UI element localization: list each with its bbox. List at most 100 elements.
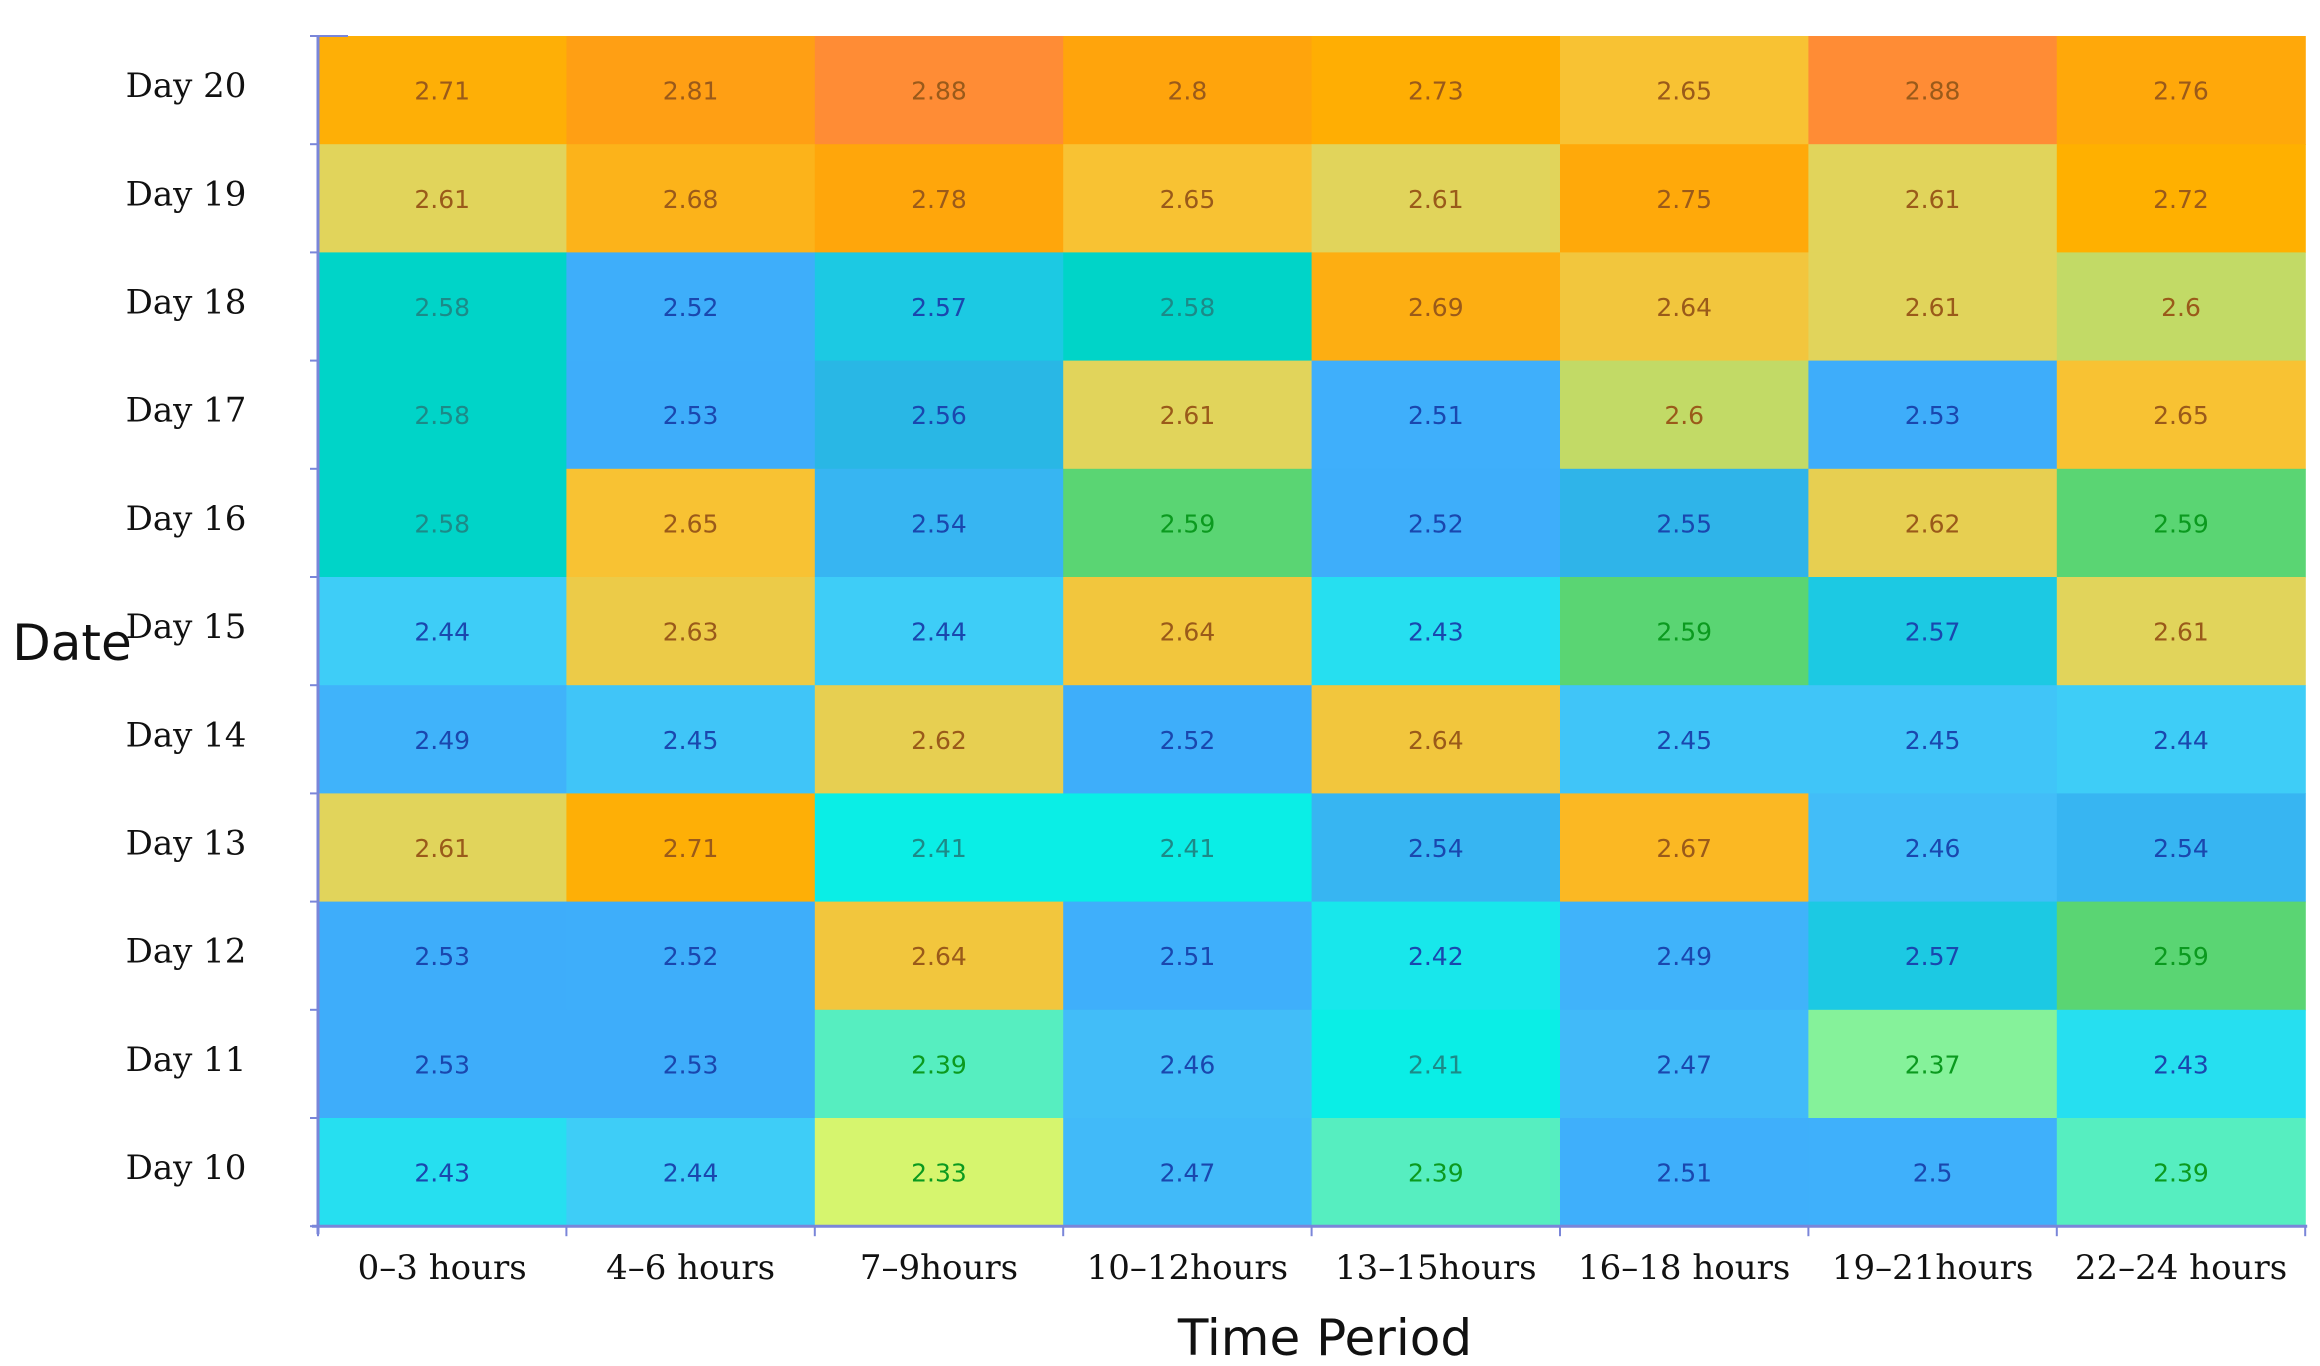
cell-value-label: 2.47 xyxy=(1656,1050,1712,1079)
heatmap-cell xyxy=(318,577,567,686)
row-label: Day 18 xyxy=(126,283,247,323)
heatmap-cell xyxy=(318,901,567,1011)
cell-value-label: 2.57 xyxy=(1905,618,1961,647)
heatmap-cell xyxy=(2056,468,2306,578)
heatmap-cell xyxy=(1808,1118,2058,1227)
column-label: 4–6 hours xyxy=(606,1248,775,1288)
heatmap-cell xyxy=(814,144,1064,253)
cell-value-label: 2.76 xyxy=(2153,77,2209,106)
row-label: Day 17 xyxy=(126,391,247,431)
cell-value-label: 2.64 xyxy=(1656,293,1712,322)
cell-value-label: 2.52 xyxy=(1408,509,1464,538)
cell-value-label: 2.61 xyxy=(2153,618,2209,647)
column-label: 13–15hours xyxy=(1335,1248,1537,1288)
cell-value-label: 2.73 xyxy=(1408,77,1464,106)
cell-value-label: 2.57 xyxy=(911,293,967,322)
cell-value-label: 2.64 xyxy=(911,942,967,971)
cell-value-label: 2.75 xyxy=(1656,185,1712,214)
cell-value-label: 2.69 xyxy=(1408,293,1464,322)
heatmap-cell xyxy=(1808,685,2058,794)
cell-value-label: 2.57 xyxy=(1905,942,1961,971)
row-label: Day 20 xyxy=(126,66,247,106)
heatmap-cell xyxy=(318,468,567,578)
cell-value-label: 2.65 xyxy=(663,509,719,538)
cell-value-label: 2.53 xyxy=(663,1050,719,1079)
row-label: Day 11 xyxy=(126,1040,247,1080)
row-label: Day 15 xyxy=(126,607,247,647)
cell-value-label: 2.45 xyxy=(1656,726,1712,755)
heatmap-cell xyxy=(1063,36,1313,145)
heatmap-cell xyxy=(2056,1118,2306,1227)
column-label: 0–3 hours xyxy=(358,1248,527,1288)
heatmap-cell xyxy=(1560,252,1809,362)
heatmap-cell xyxy=(1311,252,1561,362)
heatmap-cell xyxy=(1311,793,1561,903)
cell-value-label: 2.54 xyxy=(2153,834,2209,863)
cell-value-label: 2.62 xyxy=(911,726,967,755)
heatmap-cells: 2.71 2.81 2.88 2.8 2.73 2.65 2.88 2.76 2.61 2.68 2… xyxy=(318,36,2306,1227)
cell-value-label: 2.49 xyxy=(414,726,470,755)
cell-value-label: 2.6 xyxy=(2161,293,2201,322)
heatmap-cell xyxy=(1311,36,1561,145)
heatmap-cell xyxy=(1808,360,2058,470)
cell-value-label: 2.81 xyxy=(663,77,719,106)
cell-value-label: 2.59 xyxy=(1160,509,1216,538)
heatmap-cell xyxy=(2056,144,2306,253)
heatmap-cell xyxy=(566,901,816,1011)
cell-value-label: 2.71 xyxy=(414,77,470,106)
heatmap-cell xyxy=(2056,793,2306,903)
row-label: Day 10 xyxy=(126,1148,247,1188)
heatmap-cell xyxy=(1808,1009,2058,1119)
row-label: Day 12 xyxy=(126,932,247,972)
cell-value-label: 2.71 xyxy=(663,834,719,863)
cell-value-label: 2.53 xyxy=(414,1050,470,1079)
heatmap-cell xyxy=(318,360,567,470)
cell-value-label: 2.39 xyxy=(1408,1159,1464,1188)
heatmap-cell xyxy=(318,685,567,794)
heatmap-cell xyxy=(2056,577,2306,686)
cell-value-label: 2.52 xyxy=(663,942,719,971)
heatmap-cell xyxy=(1311,901,1561,1011)
heatmap-cell xyxy=(1808,793,2058,903)
cell-value-label: 2.62 xyxy=(1905,509,1961,538)
heatmap-cell xyxy=(814,360,1064,470)
heatmap-cell xyxy=(2056,685,2306,794)
row-label: Day 19 xyxy=(126,174,247,214)
heatmap-cell xyxy=(318,36,567,145)
cell-value-label: 2.41 xyxy=(1160,834,1216,863)
heatmap-cell xyxy=(318,1118,567,1227)
heatmap-cell xyxy=(566,793,816,903)
cell-value-label: 2.61 xyxy=(1408,185,1464,214)
cell-value-label: 2.41 xyxy=(1408,1050,1464,1079)
heatmap-cell xyxy=(566,468,816,578)
cell-value-label: 2.61 xyxy=(1160,401,1216,430)
heatmap-cell xyxy=(1560,144,1809,253)
heatmap-cell xyxy=(1808,36,2058,145)
cell-value-label: 2.39 xyxy=(911,1050,967,1079)
heatmap-cell xyxy=(1560,685,1809,794)
heatmap-cell xyxy=(566,685,816,794)
cell-value-label: 2.63 xyxy=(663,618,719,647)
heatmap-cell xyxy=(1560,793,1809,903)
heatmap-cell xyxy=(1808,901,2058,1011)
cell-value-label: 2.58 xyxy=(414,509,470,538)
cell-value-label: 2.8 xyxy=(1168,77,1208,106)
cell-value-label: 2.64 xyxy=(1408,726,1464,755)
heatmap-cell xyxy=(566,252,816,362)
cell-value-label: 2.59 xyxy=(2153,509,2209,538)
cell-value-label: 2.44 xyxy=(2153,726,2209,755)
cell-value-label: 2.53 xyxy=(414,942,470,971)
heatmap-cell xyxy=(1063,793,1313,903)
heatmap-cell xyxy=(1063,1009,1313,1119)
cell-value-label: 2.56 xyxy=(911,401,967,430)
heatmap-cell xyxy=(1560,360,1809,470)
cell-value-label: 2.54 xyxy=(911,509,967,538)
heatmap-cell xyxy=(1311,360,1561,470)
cell-value-label: 2.37 xyxy=(1905,1050,1961,1079)
cell-value-label: 2.55 xyxy=(1656,509,1712,538)
heatmap-cell xyxy=(1808,577,2058,686)
column-label: 19–21hours xyxy=(1832,1248,2034,1288)
heatmap-cell xyxy=(318,793,567,903)
cell-value-label: 2.46 xyxy=(1160,1050,1216,1079)
